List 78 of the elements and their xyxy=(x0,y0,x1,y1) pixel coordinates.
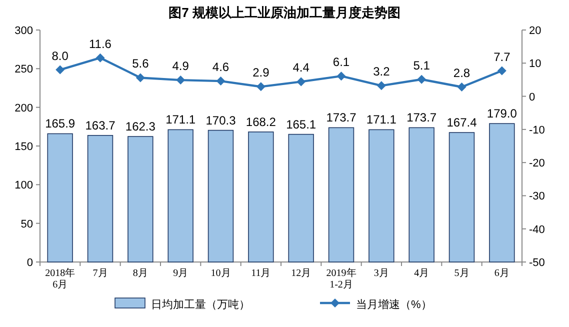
y-tick-label: 150 xyxy=(14,141,33,153)
bar xyxy=(448,132,475,262)
bar xyxy=(408,127,434,262)
x-tick-label: 11月 xyxy=(251,268,271,279)
data-label: 179.0 xyxy=(486,106,518,121)
data-label: 165.1 xyxy=(286,117,316,132)
data-label: 4.9 xyxy=(172,59,190,74)
bar xyxy=(128,136,154,262)
chart-title: 图7 规模以上工业原油加工量月度走势图 xyxy=(168,5,400,20)
bar xyxy=(288,134,314,262)
data-label: 7.7 xyxy=(494,50,511,64)
y2-tick-label: 20 xyxy=(529,25,542,37)
x-tick-label: 2019年 1-2月 xyxy=(326,267,356,290)
x-tick-label: 9月 xyxy=(173,268,188,279)
data-label: 2.8 xyxy=(453,66,470,80)
point xyxy=(56,65,65,74)
y-tick-label: 50 xyxy=(20,218,33,230)
y2-tick-label: -50 xyxy=(529,257,545,269)
y2-tick-label: -30 xyxy=(529,190,545,203)
y-tick-label: 0 xyxy=(26,257,33,269)
point xyxy=(96,53,105,62)
x-tick-label: 7月 xyxy=(92,268,108,279)
bar xyxy=(168,129,194,262)
point xyxy=(216,76,226,86)
data-label: 11.6 xyxy=(89,36,112,51)
y2-tick-label: 10 xyxy=(529,58,542,70)
bar xyxy=(248,132,274,262)
bar xyxy=(328,127,354,262)
point xyxy=(417,74,426,84)
y2-tick-label: -20 xyxy=(529,158,545,170)
y-tick-label: 200 xyxy=(14,102,33,114)
data-label: 170.3 xyxy=(206,113,236,128)
point xyxy=(457,82,466,92)
bar xyxy=(489,123,515,262)
x-tick-label: 8月 xyxy=(132,268,148,279)
data-label: 173.7 xyxy=(326,110,357,125)
data-label: 5.6 xyxy=(132,56,150,71)
data-label: 168.2 xyxy=(246,114,276,129)
data-label: 173.7 xyxy=(406,110,437,125)
point xyxy=(336,72,346,81)
y-tick-label: 100 xyxy=(14,180,33,192)
x-tick-label: 3月 xyxy=(374,268,389,279)
data-label: 4.6 xyxy=(212,60,230,74)
point xyxy=(136,73,145,82)
x-tick-label: 12月 xyxy=(291,268,312,279)
point xyxy=(376,81,386,90)
y2-tick-label: -10 xyxy=(529,124,545,136)
data-label: 163.7 xyxy=(85,118,116,132)
bar xyxy=(47,133,73,262)
data-label: 6.1 xyxy=(332,55,350,70)
bar xyxy=(368,129,394,262)
legend-label: 日均加工量（万吨） xyxy=(151,298,250,311)
y-tick-label: 300 xyxy=(14,25,33,37)
bar xyxy=(87,135,114,262)
x-tick-label: 5月 xyxy=(454,268,470,279)
point xyxy=(296,77,306,86)
data-label: 4.4 xyxy=(292,60,310,75)
y2-tick-label: -40 xyxy=(529,224,545,236)
data-label: 162.3 xyxy=(125,119,156,134)
data-label: 2.9 xyxy=(252,66,270,80)
x-tick-label: 10月 xyxy=(210,268,231,279)
data-label: 167.4 xyxy=(446,116,478,130)
x-tick-label: 2018年 6月 xyxy=(45,267,76,290)
data-label: 171.1 xyxy=(366,112,397,127)
x-tick-label: 6月 xyxy=(494,268,510,279)
data-label: 171.1 xyxy=(166,112,196,127)
bar xyxy=(208,130,234,262)
y-tick-label: 250 xyxy=(14,64,33,76)
point xyxy=(497,66,506,76)
point xyxy=(256,82,266,92)
y2-tick-label: 0 xyxy=(529,91,536,104)
data-label: 8.0 xyxy=(52,48,69,63)
data-label: 3.2 xyxy=(373,64,390,79)
x-tick-label: 4月 xyxy=(414,268,430,279)
point xyxy=(176,76,186,85)
data-label: 5.1 xyxy=(413,58,430,72)
data-label: 165.9 xyxy=(45,116,76,131)
legend-label: 当月增速（%） xyxy=(356,298,432,311)
